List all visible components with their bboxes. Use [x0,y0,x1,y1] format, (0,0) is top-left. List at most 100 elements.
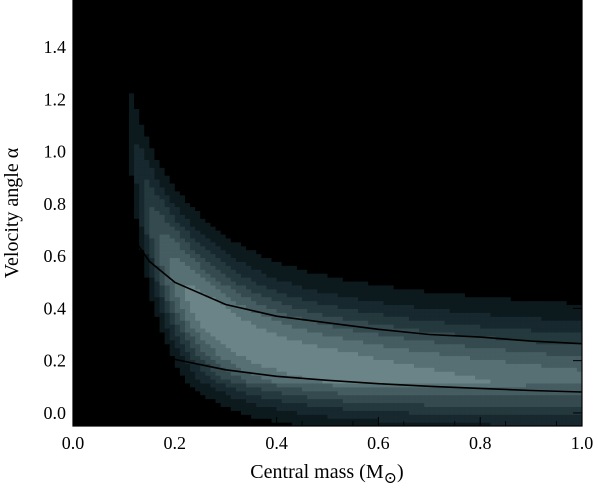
density-cell [164,116,171,121]
density-cell [93,355,100,360]
density-cell [302,73,308,78]
density-cell [78,41,84,47]
density-cell [235,128,242,133]
density-cell [149,163,156,168]
density-cell [118,37,125,43]
density-cell [103,367,110,372]
density-cell [139,198,145,204]
density-cell [128,6,135,12]
density-cell [215,182,222,188]
density-cell [93,312,100,317]
density-cell [113,390,120,396]
density-cell [276,112,283,117]
density-cell [139,229,145,235]
density-cell [103,135,110,141]
density-cell [123,214,130,219]
density-cell [291,300,298,306]
density-cell [256,406,262,411]
density-cell [144,175,150,180]
density-cell [271,210,278,215]
density-cell [159,359,166,364]
density-cell [296,273,303,278]
density-cell [246,120,252,125]
density-cell [123,92,130,98]
density-cell [261,26,268,31]
density-cell [251,226,257,231]
density-cell [256,324,262,329]
density-cell [123,406,130,411]
density-cell [123,327,130,333]
density-cell [220,386,227,392]
density-cell [235,402,242,407]
density-cell [179,284,186,290]
density-cell [291,120,298,125]
density-cell [215,218,222,223]
density-cell [103,159,110,164]
density-cell [113,226,120,231]
density-cell [251,237,257,243]
density-cell [296,190,303,196]
density-cell [235,186,242,192]
density-cell [240,324,247,329]
density-cell [261,375,268,380]
density-cell [164,175,171,180]
density-cell [235,386,242,392]
density-cell [261,41,268,47]
density-cell [215,390,222,396]
density-cell [251,280,257,286]
density-cell [251,69,257,74]
density-cell [139,120,145,125]
density-cell [113,288,120,294]
density-cell [174,402,181,407]
density-cell [73,100,79,106]
density-cell [200,410,206,415]
density-cell [73,292,79,298]
density-cell [184,327,191,333]
density-cell [123,30,130,35]
density-cell [144,61,150,66]
density-cell [266,6,273,12]
density-cell [246,190,252,196]
density-cell [215,284,222,290]
density-cell [225,112,232,117]
density-cell [296,92,303,98]
density-cell [139,33,145,39]
density-cell [123,159,130,164]
density-cell [195,112,201,117]
density-cell [83,249,89,255]
density-cell [154,229,161,235]
density-cell [302,159,308,164]
density-cell [296,14,303,19]
density-cell [123,88,130,94]
density-cell [113,312,120,317]
density-cell [286,26,293,31]
density-cell [261,367,268,372]
density-cell [271,288,278,294]
density-cell [108,226,115,231]
density-cell [184,378,191,384]
density-cell [179,81,186,86]
density-cell [261,22,268,27]
density-cell [220,26,227,31]
density-cell [296,292,303,298]
density-cell [73,167,79,172]
density-cell [164,241,171,247]
density-cell [98,280,105,286]
density-cell [93,26,100,31]
density-cell [266,402,273,407]
density-cell [108,81,115,86]
density-cell [154,241,161,247]
density-cell [256,398,262,404]
density-cell [88,104,94,110]
density-cell [190,237,196,243]
density-cell [113,245,120,251]
density-cell [154,418,161,423]
density-cell [164,418,171,423]
density-cell [256,116,262,121]
density-cell [225,96,232,102]
density-cell [215,53,222,59]
density-cell [78,210,84,215]
density-cell [230,375,237,380]
density-cell [251,410,257,415]
density-cell [179,18,186,23]
